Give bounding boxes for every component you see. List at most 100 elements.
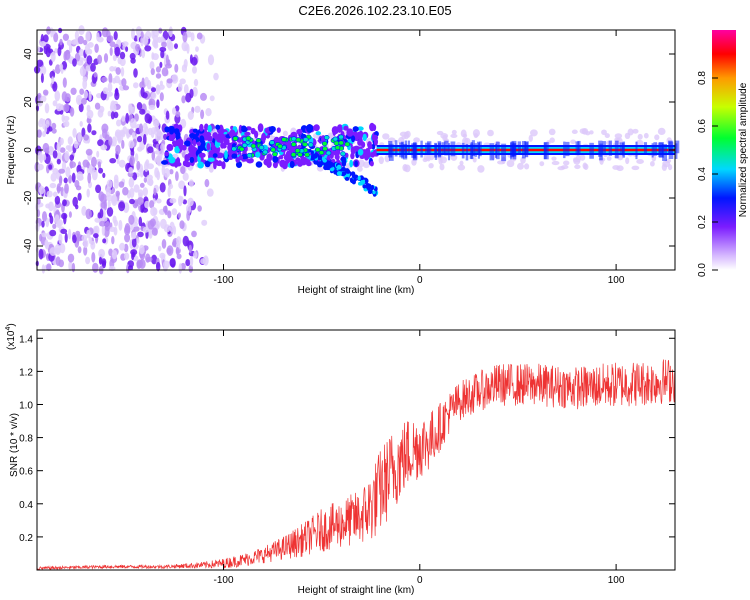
noise-blob [118,219,123,231]
trace-peak [258,145,265,151]
trace-blob [220,142,225,149]
trace-peak [323,135,330,141]
carrier-flicker [441,142,446,155]
trace-peak [333,140,340,146]
x-tick-label: 0 [417,275,423,286]
carrier-flicker [521,141,526,159]
trace-blob [367,144,373,150]
haze-blob [459,160,464,166]
trace-peak [255,138,262,144]
trace-peak [232,136,239,142]
noise-blob [82,76,88,82]
noise-blob [128,177,135,188]
trace-blob [216,151,221,159]
haze-blob [487,129,494,137]
noise-blob [97,161,101,167]
trace-blob [207,157,215,162]
noise-blob [50,172,57,182]
noise-blob [122,41,129,47]
noise-blob [97,212,101,220]
trace-blob [272,161,278,169]
noise-blob [135,26,142,37]
noise-blob [139,182,145,188]
branch-blob [372,190,376,195]
branch-blob [326,165,332,169]
haze-blob [413,137,420,143]
noise-blob [68,174,72,184]
snr-multiplier-exp: 4 [5,327,12,331]
noise-blob [128,103,133,111]
haze-blob [529,129,538,137]
trace-blob [216,160,223,165]
noise-blob [50,51,56,63]
trace-peak [272,151,278,157]
noise-blob [72,234,77,244]
y-tick-label: 0 [23,147,34,153]
noise-blob [166,78,173,84]
noise-blob [129,155,135,167]
noise-blob [174,63,179,73]
noise-blob [129,52,136,60]
trace-peak [250,143,257,149]
branch-blob [321,156,326,162]
noise-blob [97,109,104,118]
noise-blob [58,175,63,186]
noise-blob [77,35,84,45]
noise-blob [119,129,125,136]
noise-blob [143,122,148,130]
trace-blob [334,154,340,161]
branch-blob [370,184,375,191]
trace-peak [334,145,341,151]
haze-blob [627,128,634,136]
noise-blob [171,74,179,84]
trace-blob [354,160,358,167]
noise-blob [149,218,156,227]
noise-blob [98,167,104,174]
noise-blob [66,39,72,46]
branch-blob [345,169,351,174]
noise-blob [206,188,214,197]
noise-blob [95,184,102,194]
noise-blob [68,211,72,218]
trace-blob [174,145,180,154]
haze-blob [436,130,444,136]
trace-blob [244,131,251,136]
branch-blob [329,167,335,172]
noise-blob [175,110,181,118]
noise-blob [102,238,107,244]
noise-blob [137,231,144,238]
noise-blob [96,150,100,158]
noise-blob [88,91,92,102]
haze-blob [472,157,477,163]
noise-blob [86,188,90,198]
trace-blob [169,128,174,135]
trace-blob [357,126,364,131]
trace-blob [370,151,375,158]
noise-blob [188,244,192,254]
trace-blob [235,161,243,169]
trace-blob [279,159,286,168]
noise-blob [85,208,92,220]
carrier-flicker [461,142,465,159]
noise-blob [133,68,138,78]
noise-blob [190,32,195,42]
noise-blob [188,179,194,188]
noise-blob [135,43,141,52]
noise-blob [125,46,129,52]
noise-blob [142,226,150,233]
noise-blob [49,215,54,225]
noise-blob [91,156,97,168]
noise-blob [107,110,112,117]
colorbar-tick-label: 0.4 [697,167,708,181]
noise-blob [42,153,47,161]
trace-blob [357,139,363,146]
trace-peak [241,142,248,148]
carrier-flicker [465,143,469,161]
noise-blob [186,43,190,54]
noise-blob [146,174,153,181]
noise-blob [98,256,103,265]
trace-peak [338,134,344,140]
trace-peak [239,146,245,152]
trace-blob [198,152,206,158]
trace-blob [268,125,276,133]
